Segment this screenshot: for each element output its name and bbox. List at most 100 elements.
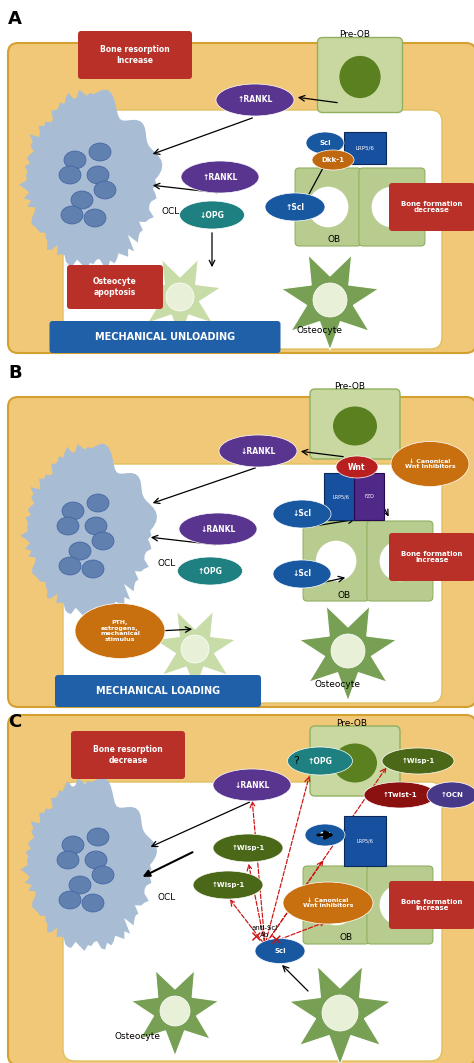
Ellipse shape (177, 557, 243, 585)
Text: LRP5/6: LRP5/6 (333, 494, 349, 500)
FancyBboxPatch shape (63, 782, 442, 1061)
Ellipse shape (339, 56, 381, 98)
Text: C: C (8, 713, 21, 731)
Polygon shape (19, 89, 163, 269)
FancyBboxPatch shape (318, 37, 402, 113)
Text: ↓RANKL: ↓RANKL (201, 524, 236, 534)
Text: Scl: Scl (319, 140, 331, 146)
Ellipse shape (312, 150, 354, 170)
Text: ✕: ✕ (269, 933, 282, 948)
Text: LRP5/6: LRP5/6 (356, 146, 374, 151)
Polygon shape (299, 606, 397, 701)
Ellipse shape (82, 560, 104, 578)
Text: Dkk-1: Dkk-1 (321, 157, 345, 163)
Text: ↓ Canonical
Wnt inhibitors: ↓ Canonical Wnt inhibitors (303, 897, 353, 909)
Ellipse shape (193, 871, 263, 899)
FancyBboxPatch shape (359, 168, 425, 246)
FancyBboxPatch shape (367, 521, 433, 601)
Ellipse shape (82, 894, 104, 912)
FancyBboxPatch shape (303, 866, 369, 944)
Text: Bone formation
increase: Bone formation increase (401, 551, 463, 563)
Polygon shape (20, 443, 157, 617)
Circle shape (372, 187, 412, 227)
Text: Scl: Scl (274, 948, 286, 954)
Polygon shape (289, 966, 391, 1063)
FancyBboxPatch shape (367, 866, 433, 944)
Ellipse shape (283, 882, 373, 924)
Text: ↑Scl: ↑Scl (285, 202, 304, 212)
Ellipse shape (85, 851, 107, 868)
Text: ↑OPG: ↑OPG (308, 757, 332, 765)
Text: Osteocyte
apoptosis: Osteocyte apoptosis (93, 277, 137, 297)
Circle shape (322, 995, 358, 1031)
Polygon shape (131, 971, 219, 1056)
Ellipse shape (333, 406, 377, 445)
Text: Bone resorption
Increase: Bone resorption Increase (100, 46, 170, 65)
Ellipse shape (216, 84, 294, 116)
FancyBboxPatch shape (8, 396, 474, 707)
FancyBboxPatch shape (354, 473, 384, 520)
FancyBboxPatch shape (8, 43, 474, 353)
Ellipse shape (305, 824, 345, 846)
Ellipse shape (213, 769, 291, 802)
Ellipse shape (87, 494, 109, 512)
FancyBboxPatch shape (389, 183, 474, 231)
FancyBboxPatch shape (63, 109, 442, 349)
Circle shape (316, 884, 356, 925)
FancyBboxPatch shape (49, 321, 281, 353)
Text: ↓RANKL: ↓RANKL (240, 446, 276, 456)
Text: Scl: Scl (319, 832, 331, 838)
Text: ↑Twist-1: ↑Twist-1 (383, 792, 417, 798)
Text: B: B (8, 364, 22, 382)
Ellipse shape (61, 206, 83, 224)
FancyBboxPatch shape (78, 31, 192, 79)
Text: OB: OB (328, 235, 341, 244)
Circle shape (316, 541, 356, 581)
Text: ↓Scl: ↓Scl (292, 509, 311, 519)
Text: ↑OCN: ↑OCN (440, 792, 464, 798)
Text: ↓OPG: ↓OPG (200, 210, 224, 219)
Text: Pre-OB: Pre-OB (339, 30, 371, 39)
Ellipse shape (92, 866, 114, 884)
Ellipse shape (219, 435, 297, 467)
Text: FZD: FZD (364, 494, 374, 500)
Ellipse shape (181, 161, 259, 193)
Ellipse shape (364, 782, 436, 808)
Text: Wnt: Wnt (348, 462, 366, 472)
Ellipse shape (288, 747, 353, 775)
Text: OB: OB (338, 591, 351, 600)
Ellipse shape (255, 939, 305, 963)
FancyBboxPatch shape (324, 473, 358, 520)
Ellipse shape (336, 456, 378, 478)
Ellipse shape (87, 166, 109, 184)
Text: Pre-OB: Pre-OB (337, 719, 367, 728)
Ellipse shape (84, 209, 106, 227)
FancyBboxPatch shape (63, 465, 442, 703)
FancyBboxPatch shape (389, 881, 474, 929)
Text: ↑RANKL: ↑RANKL (237, 96, 273, 104)
Text: ?: ? (293, 756, 299, 766)
Text: ↑OPG: ↑OPG (198, 567, 222, 575)
Text: Osteocyte: Osteocyte (297, 326, 343, 335)
Ellipse shape (179, 513, 257, 545)
Circle shape (313, 283, 347, 317)
Ellipse shape (62, 836, 84, 854)
Text: MECHANICAL LOADING: MECHANICAL LOADING (96, 686, 220, 696)
Text: ↓Scl: ↓Scl (292, 570, 311, 578)
FancyBboxPatch shape (295, 168, 361, 246)
Text: OCL: OCL (158, 559, 176, 568)
Ellipse shape (69, 542, 91, 560)
Text: MECHANICAL UNLOADING: MECHANICAL UNLOADING (95, 332, 235, 342)
Polygon shape (281, 255, 379, 350)
FancyBboxPatch shape (310, 726, 400, 796)
Ellipse shape (62, 502, 84, 520)
Text: Bone formation
decrease: Bone formation decrease (401, 201, 463, 214)
Text: LRP5/6: LRP5/6 (356, 839, 374, 844)
Ellipse shape (333, 743, 377, 782)
Text: ✕: ✕ (249, 930, 261, 945)
FancyBboxPatch shape (344, 132, 386, 164)
Circle shape (160, 996, 190, 1026)
Text: OCL: OCL (158, 893, 176, 902)
Text: ↑Wisp-1: ↑Wisp-1 (231, 845, 264, 851)
Circle shape (380, 884, 420, 925)
